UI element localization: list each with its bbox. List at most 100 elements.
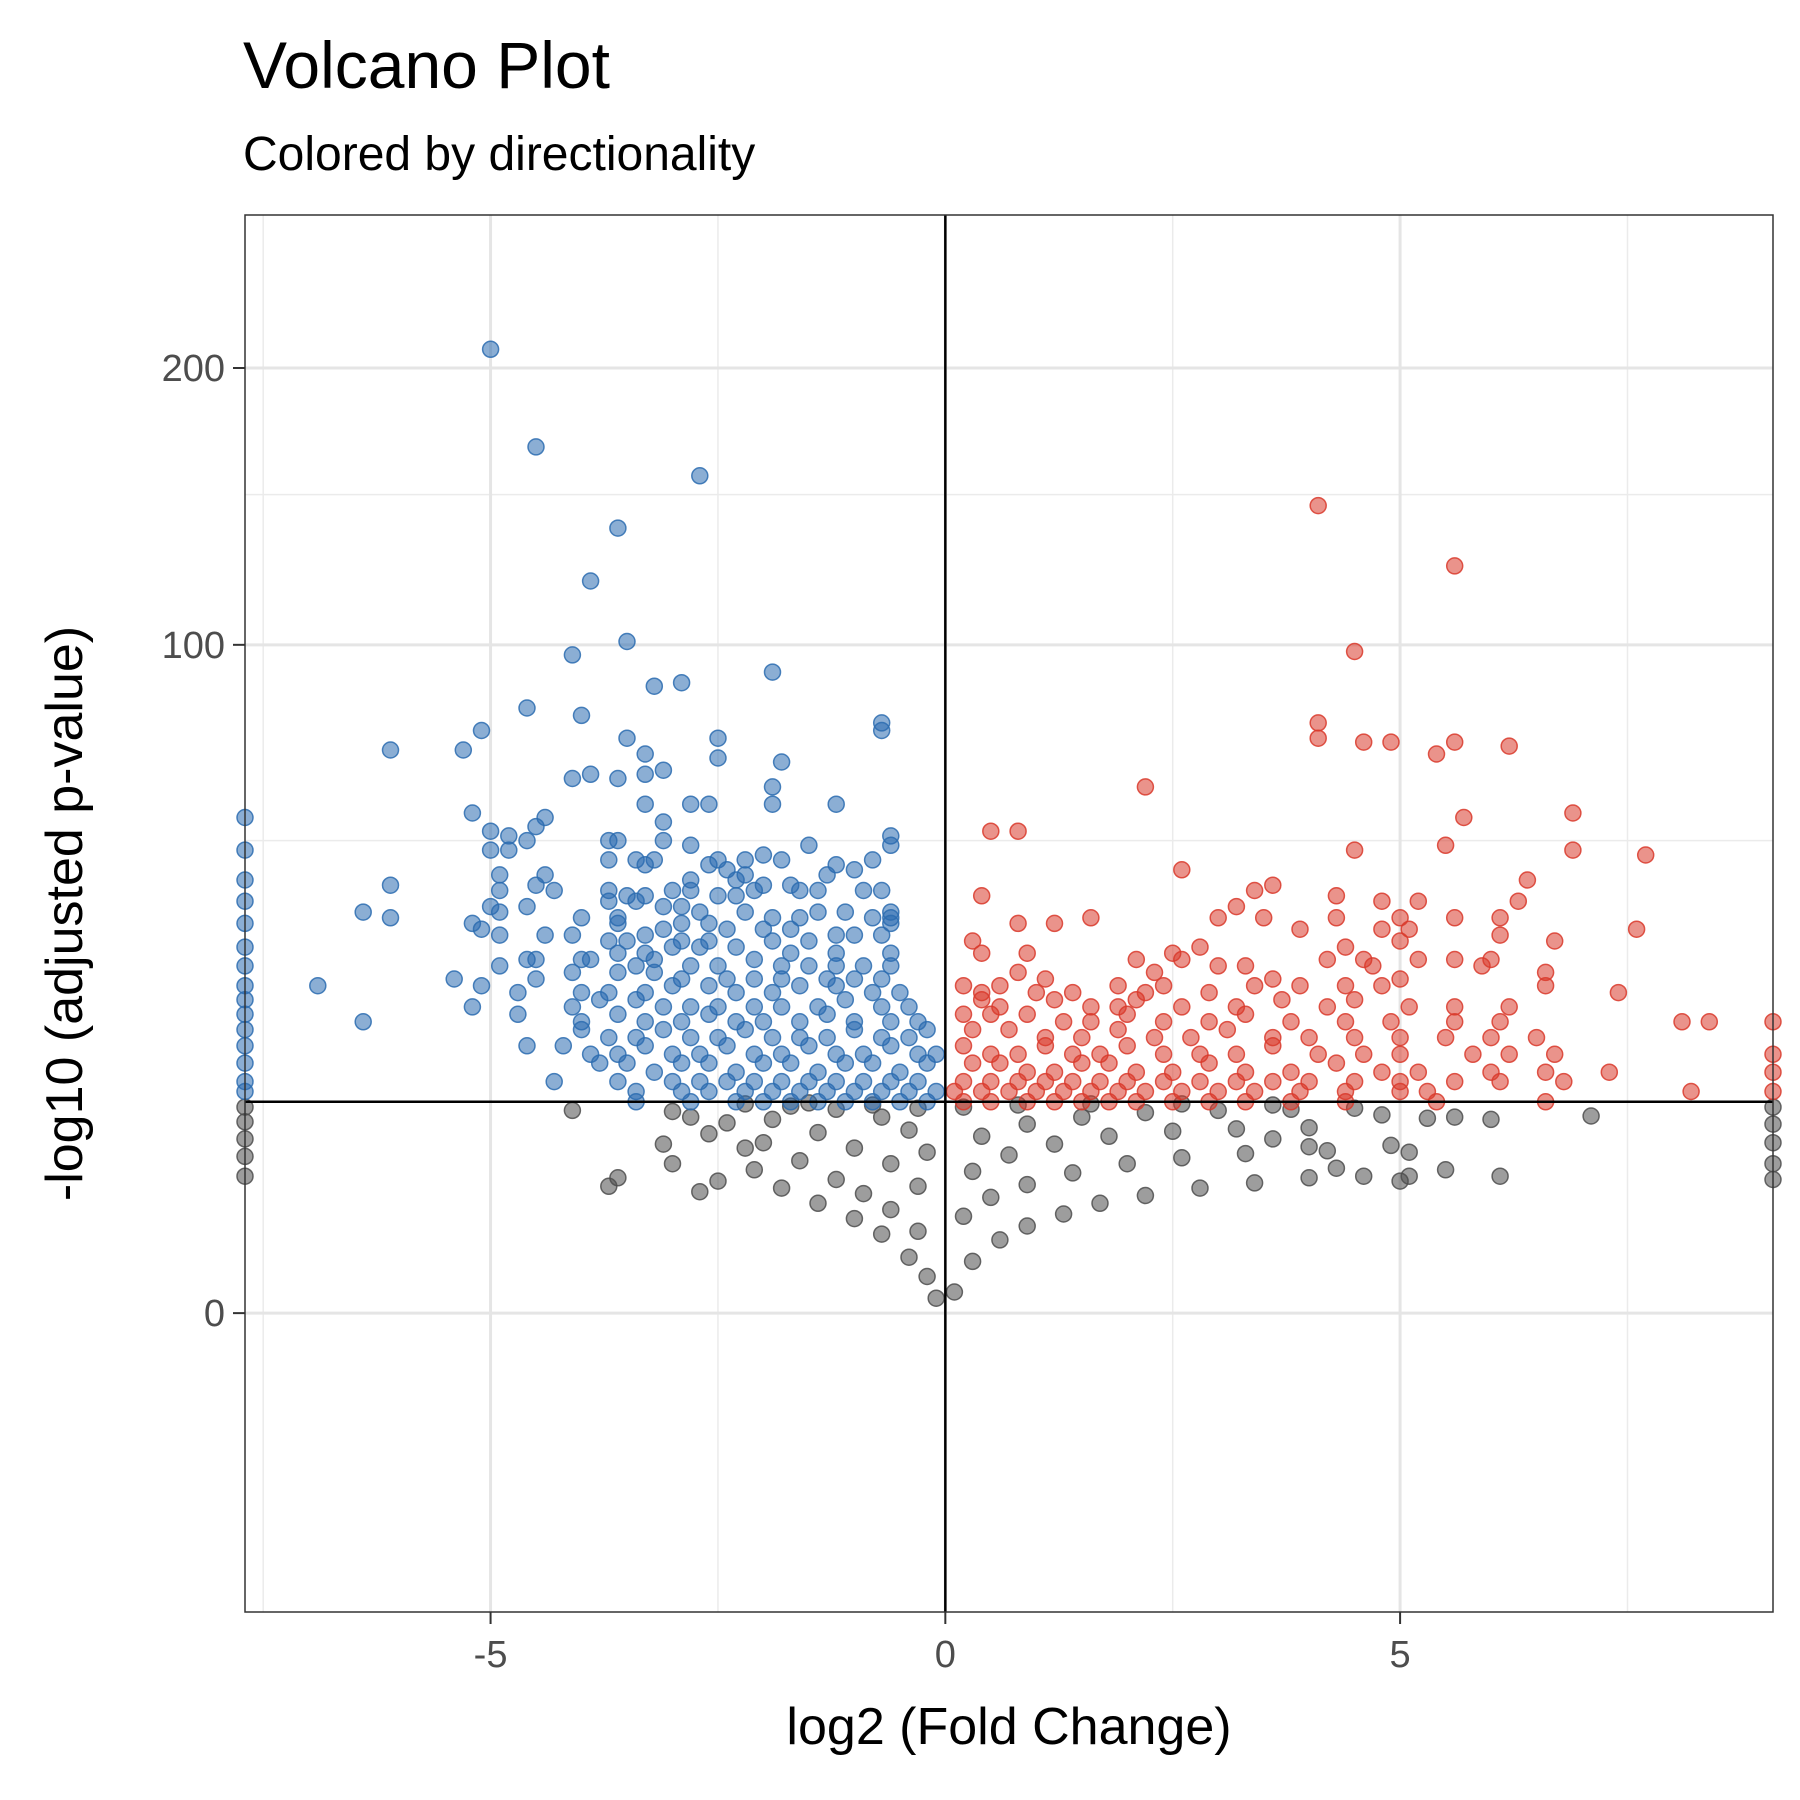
data-point-down bbox=[745, 950, 764, 969]
data-point-down bbox=[563, 926, 582, 944]
data-point-up bbox=[1018, 944, 1036, 962]
data-point-up bbox=[1373, 892, 1391, 910]
data-point-down bbox=[627, 892, 645, 910]
data-point-up bbox=[991, 1054, 1009, 1072]
data-point-ns bbox=[827, 1170, 845, 1189]
data-point-down bbox=[663, 938, 682, 956]
data-point-down bbox=[872, 998, 891, 1016]
data-point-ns bbox=[900, 1248, 918, 1266]
data-point-up bbox=[954, 1005, 973, 1024]
data-point-down bbox=[600, 831, 618, 850]
data-point-ns bbox=[845, 1209, 864, 1228]
data-point-down bbox=[791, 881, 809, 900]
data-point-down bbox=[700, 976, 718, 995]
data-point-down bbox=[309, 976, 327, 995]
data-point-up bbox=[1127, 950, 1146, 969]
data-point-down bbox=[636, 1013, 654, 1031]
data-point-up bbox=[1364, 957, 1382, 975]
data-point-up bbox=[1227, 1072, 1246, 1091]
data-point-up bbox=[1309, 496, 1327, 515]
data-point-up bbox=[1527, 1028, 1546, 1047]
data-point-down bbox=[463, 804, 482, 822]
data-point-down bbox=[481, 822, 500, 840]
data-point-down bbox=[791, 1013, 809, 1031]
data-point-down bbox=[691, 903, 709, 921]
data-point-down bbox=[572, 1020, 591, 1039]
data-point-up bbox=[1218, 1020, 1237, 1039]
data-point-down bbox=[627, 957, 645, 975]
data-point-up bbox=[1073, 1028, 1091, 1047]
data-point-down bbox=[654, 998, 673, 1016]
data-point-up bbox=[1082, 1013, 1100, 1031]
data-point-down bbox=[918, 1020, 936, 1039]
data-point-down bbox=[827, 976, 845, 995]
data-point-down bbox=[681, 957, 700, 975]
data-point-down bbox=[763, 663, 782, 681]
data-point-ns bbox=[1436, 1161, 1455, 1179]
data-point-down bbox=[791, 976, 809, 995]
data-point-down bbox=[836, 903, 855, 921]
data-point-up bbox=[1009, 914, 1027, 933]
data-point-up bbox=[1191, 938, 1209, 956]
data-point-up bbox=[1000, 1020, 1018, 1039]
data-point-up bbox=[1436, 1028, 1455, 1047]
data-point-down bbox=[636, 1037, 654, 1055]
data-point-up bbox=[1345, 990, 1364, 1009]
y-axis-title: -log10 (adjusted p-value) bbox=[36, 626, 94, 1201]
data-point-up bbox=[1273, 990, 1291, 1009]
data-point-down bbox=[527, 950, 545, 969]
data-point-down bbox=[863, 1054, 882, 1072]
data-point-ns bbox=[909, 1222, 927, 1241]
data-point-down bbox=[763, 932, 782, 950]
data-point-up bbox=[1391, 932, 1409, 950]
data-point-down bbox=[481, 340, 500, 359]
data-point-up bbox=[1173, 861, 1191, 879]
data-point-up bbox=[1118, 1005, 1136, 1024]
data-point-down bbox=[772, 753, 791, 771]
data-point-up bbox=[1300, 1028, 1318, 1047]
data-point-down bbox=[572, 706, 591, 725]
data-point-down bbox=[772, 851, 791, 869]
data-point-up bbox=[1354, 733, 1373, 751]
data-point-ns bbox=[1054, 1205, 1073, 1223]
data-point-up bbox=[1345, 841, 1364, 859]
data-point-down bbox=[700, 914, 718, 933]
data-point-up bbox=[1264, 970, 1282, 988]
data-point-ns bbox=[663, 1102, 682, 1121]
data-point-ns bbox=[954, 1207, 973, 1226]
data-point-down bbox=[845, 926, 864, 944]
data-point-down bbox=[800, 932, 818, 950]
data-point-up bbox=[1564, 841, 1582, 859]
y-tick-label: 200 bbox=[162, 348, 225, 390]
data-point-down bbox=[727, 887, 745, 905]
data-point-ns bbox=[809, 1123, 827, 1142]
data-point-up bbox=[963, 1020, 982, 1039]
data-point-ns bbox=[1318, 1142, 1337, 1160]
x-axis-ticks: -5 0 5 bbox=[474, 1612, 1411, 1676]
data-point-down bbox=[609, 1072, 627, 1091]
data-point-up bbox=[954, 976, 973, 995]
data-point-down bbox=[463, 998, 482, 1016]
data-point-down bbox=[672, 673, 691, 692]
data-point-up bbox=[1000, 1082, 1018, 1101]
data-point-down bbox=[490, 881, 509, 900]
data-point-down bbox=[845, 861, 864, 879]
data-point-ns bbox=[927, 1289, 945, 1307]
data-point-ns bbox=[1000, 1146, 1018, 1164]
data-point-up bbox=[1109, 976, 1127, 995]
data-point-up bbox=[1336, 1013, 1355, 1031]
data-point-up bbox=[1054, 1013, 1073, 1031]
data-point-up bbox=[982, 822, 1000, 840]
data-point-down bbox=[809, 903, 827, 921]
data-point-up bbox=[1200, 1013, 1218, 1031]
data-point-up bbox=[1445, 557, 1464, 575]
data-point-down bbox=[600, 932, 618, 950]
data-point-up bbox=[1391, 1028, 1409, 1047]
data-point-down bbox=[818, 1005, 836, 1024]
data-point-down bbox=[700, 795, 718, 813]
data-point-down bbox=[882, 957, 900, 975]
data-point-down bbox=[472, 721, 491, 740]
data-point-down bbox=[681, 836, 700, 855]
data-point-up bbox=[1445, 733, 1464, 751]
data-point-up bbox=[1491, 1013, 1509, 1031]
